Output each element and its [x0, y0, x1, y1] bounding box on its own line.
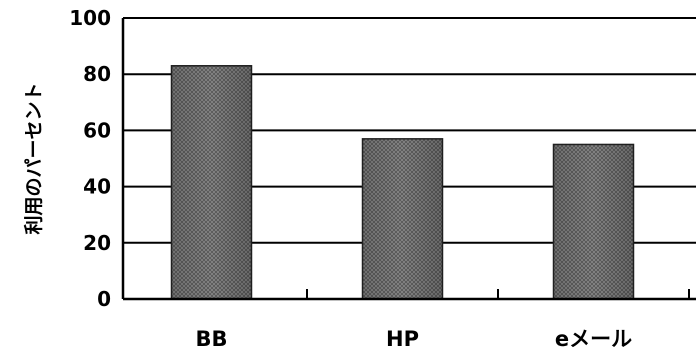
y-tick-label-40: 40: [83, 175, 111, 199]
bar-eメール: [552, 143, 635, 300]
x-tick-label-1: HP: [386, 327, 419, 351]
y-tick-label-80: 80: [83, 62, 111, 86]
bar-shade: [553, 144, 634, 299]
x-tick-labels: BB HP eメール: [195, 327, 632, 351]
bars: [170, 65, 635, 300]
y-tick-labels: 0 20 40 60 80 100: [69, 6, 111, 311]
y-tick-label-60: 60: [83, 118, 111, 142]
bar-HP: [361, 138, 444, 300]
y-tick-label-100: 100: [69, 6, 111, 30]
x-tick-label-0: BB: [195, 327, 227, 351]
y-tick-label-20: 20: [83, 231, 111, 255]
bar-shade: [362, 138, 443, 299]
bar-BB: [170, 65, 253, 300]
y-axis-label: 利用のパーセント: [23, 82, 45, 234]
y-tick-label-0: 0: [97, 287, 111, 311]
axes: [121, 18, 696, 301]
x-tick-label-2: eメール: [555, 327, 632, 351]
bar-shade: [171, 65, 252, 300]
